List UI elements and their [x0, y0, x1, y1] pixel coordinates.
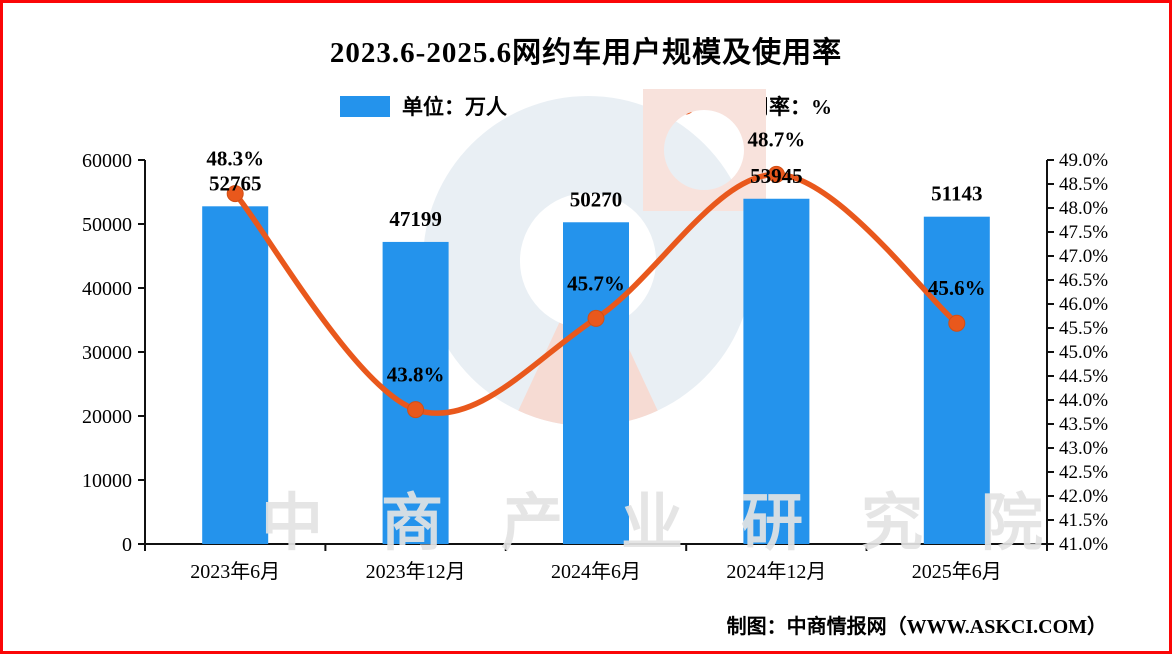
right-axis-label: 48.0% — [1059, 198, 1108, 219]
left-axis-label: 60000 — [82, 150, 132, 172]
logo-square — [643, 89, 766, 211]
credit-line: 制图：中商情报网（WWW.ASKCI.COM） — [726, 616, 1107, 638]
left-axis-label: 30000 — [82, 342, 132, 364]
right-axis-label: 42.5% — [1059, 462, 1108, 483]
right-axis-label: 43.5% — [1059, 414, 1108, 435]
category-label: 2023年12月 — [366, 560, 466, 583]
bar-value-label: 51143 — [931, 182, 982, 206]
watermark-text: 中商产业研究院 — [261, 489, 1101, 558]
right-axis-label: 41.0% — [1059, 534, 1108, 555]
right-axis-label: 46.0% — [1059, 294, 1108, 315]
right-axis-label: 47.5% — [1059, 222, 1108, 243]
bar — [923, 216, 990, 544]
right-axis-label: 49.0% — [1059, 150, 1108, 171]
legend-item-bar: 单位：万人 — [340, 91, 507, 121]
bar — [743, 198, 810, 544]
right-axis-label: 41.5% — [1059, 510, 1108, 531]
category-label: 2024年12月 — [726, 560, 826, 583]
line-series — [226, 165, 966, 419]
right-axis-label: 42.0% — [1059, 486, 1108, 507]
rate-value-label: 43.8% — [387, 363, 445, 387]
rate-value-label: 48.3% — [206, 147, 264, 171]
right-axis-label: 45.5% — [1059, 318, 1108, 339]
line-marker — [767, 165, 785, 183]
category-label: 2025年6月 — [912, 560, 1002, 583]
bar-swatch-icon — [340, 95, 390, 117]
line-marker — [226, 185, 244, 203]
bar — [382, 241, 449, 545]
bar-value-label: 52765 — [209, 171, 262, 195]
chart-title: 2023.6-2025.6网约车用户规模及使用率 — [329, 37, 843, 69]
legend-bar-label: 单位：万人 — [402, 95, 507, 119]
bar-value-label: 50270 — [570, 187, 623, 211]
rate-value-label: 45.6% — [928, 276, 986, 300]
line-marker — [407, 401, 425, 419]
rate-value-label: 48.7% — [748, 127, 806, 151]
right-axis-label: 48.5% — [1059, 174, 1108, 195]
left-axis-label: 20000 — [82, 406, 132, 428]
category-label: 2024年6月 — [551, 560, 641, 583]
category-label: 2023年6月 — [190, 560, 280, 583]
left-axis-label: 0 — [122, 534, 132, 556]
rate-value-label: 45.7% — [567, 271, 625, 295]
bar — [202, 206, 269, 544]
right-axis-label: 46.5% — [1059, 270, 1108, 291]
data-labels: 52765 47199 50270 53945 51143 48.3% 43.8% 45.7%… — [206, 127, 985, 386]
left-axis-label: 40000 — [82, 278, 132, 300]
bar-value-label: 53945 — [750, 164, 803, 188]
right-axis-label: 45.0% — [1059, 342, 1108, 363]
line-marker — [948, 314, 966, 332]
bar-value-label: 47199 — [389, 207, 442, 231]
bar-series — [202, 198, 990, 545]
right-axis-label: 44.0% — [1059, 390, 1108, 411]
line-marker — [587, 309, 605, 327]
combo-chart: 0 10000 20000 30000 40000 50000 60000 41.0% 41.5… — [82, 89, 1108, 583]
right-axis-label: 44.5% — [1059, 366, 1108, 387]
bar — [563, 222, 629, 544]
right-axis-label: 43.0% — [1059, 438, 1108, 459]
right-axis-label: 47.0% — [1059, 246, 1108, 267]
watermark-text-layer: 中商产业研究院 — [261, 489, 1101, 558]
left-axis-label: 50000 — [82, 214, 132, 236]
left-axis-label: 10000 — [82, 470, 132, 492]
